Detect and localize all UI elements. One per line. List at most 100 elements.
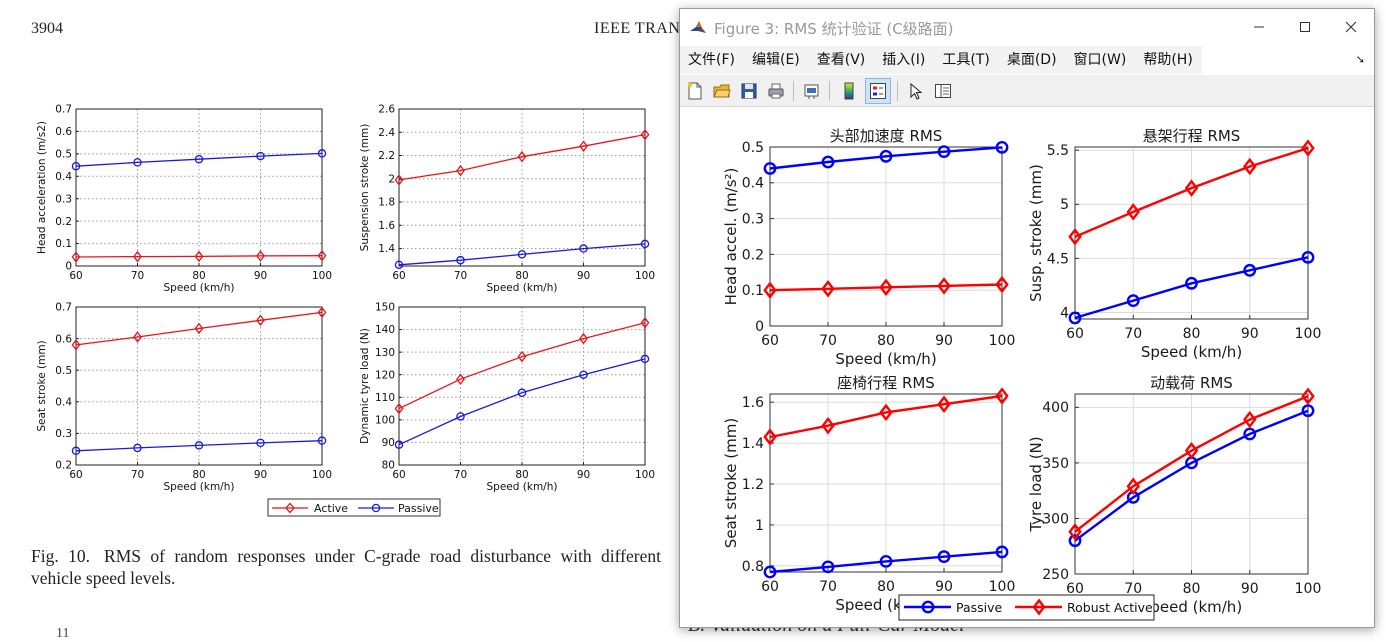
- legend-label-active: Robust Active: [1067, 600, 1153, 615]
- passive-data-point: [394, 260, 404, 270]
- open-folder-icon[interactable]: [710, 79, 734, 103]
- x-tick-label: 70: [454, 270, 467, 282]
- passive-data-point: [640, 239, 650, 249]
- passive-data-point: [879, 554, 893, 568]
- paper-axes: 60 70 80 90 100 0.2 0.3 0.4 0.5 0.6 0.7 Speed (km/h…: [36, 302, 332, 493]
- x-tick-label: 80: [515, 469, 528, 481]
- y-tick-label: 110: [375, 392, 395, 404]
- x-axis-label: Speed (km/h): [487, 481, 558, 493]
- new-figure-icon[interactable]: [683, 79, 707, 103]
- x-tick-label: 90: [1241, 326, 1259, 342]
- save-icon[interactable]: [737, 79, 761, 103]
- y-tick-label: 0.1: [55, 238, 72, 250]
- y-tick-label: 0.2: [742, 247, 764, 263]
- y-tick-label: 5.5: [1047, 143, 1069, 159]
- x-tick-label: 100: [989, 579, 1016, 595]
- menu-tools[interactable]: 工具(T): [942, 52, 990, 68]
- passive-data-point: [995, 140, 1009, 154]
- active-data-point: [256, 314, 265, 327]
- passive-series-line: [75, 440, 323, 452]
- active-data-point: [317, 249, 327, 262]
- matlab-legend: Passive Robust Active: [898, 594, 1155, 621]
- passive-data-point: [133, 443, 142, 453]
- y-tick-label: 130: [375, 347, 395, 359]
- x-tick-label: 60: [392, 469, 405, 481]
- passive-data-point: [1301, 250, 1315, 264]
- menu-edit[interactable]: 编辑(E): [751, 52, 800, 68]
- paper-legend: Active Passive: [267, 498, 441, 517]
- paper-axes: 60 70 80 90 100 80 90 100 110 120 130 140 150 Speed (…: [359, 302, 655, 493]
- passive-data-point: [579, 244, 588, 253]
- active-series-line: [398, 322, 646, 410]
- x-tick-label: 100: [635, 469, 655, 481]
- x-tick-label: 100: [989, 333, 1016, 349]
- passive-data-point: [937, 550, 951, 564]
- x-axis-label: Speed (km/h): [487, 282, 558, 294]
- menu-overflow-arrow-icon[interactable]: ➘: [1355, 53, 1365, 66]
- menu-file[interactable]: 文件(F): [688, 52, 735, 68]
- menu-bar: 文件(F) 编辑(E) 查看(V) 插入(I) 工具(T) 桌面(D) 窗口(W…: [680, 45, 1374, 75]
- y-tick-label: 2.6: [378, 104, 395, 116]
- x-tick-label: 100: [1295, 326, 1322, 342]
- active-data-point: [1068, 523, 1082, 541]
- y-tick-label: 140: [375, 324, 395, 336]
- toolbar-separator: [897, 81, 898, 101]
- legend-icon[interactable]: [865, 78, 891, 104]
- x-tick-label: 60: [69, 270, 82, 282]
- x-tick-label: 70: [819, 579, 837, 595]
- figure-background: [680, 107, 1374, 627]
- passive-data-point: [394, 440, 404, 449]
- active-series-line: [1074, 395, 1309, 533]
- y-tick-label: 0.1: [742, 283, 764, 299]
- print-icon[interactable]: [764, 79, 788, 103]
- paper-footnote-number: 11: [56, 626, 70, 641]
- passive-data-point: [71, 446, 81, 456]
- x-tick-label: 60: [761, 579, 779, 595]
- passive-data-point: [133, 158, 142, 167]
- menu-window[interactable]: 窗口(W): [1073, 52, 1127, 68]
- y-axis-label: Head acceleration (m/s2): [36, 121, 48, 254]
- menu-help[interactable]: 帮助(H): [1143, 52, 1193, 68]
- active-data-point: [1301, 387, 1315, 405]
- menu-desktop[interactable]: 桌面(D): [1006, 52, 1057, 68]
- passive-data-point: [194, 154, 204, 164]
- active-data-point: [71, 339, 81, 351]
- passive-data-point: [937, 145, 951, 159]
- y-tick-label: 1.4: [378, 243, 395, 255]
- menu-insert[interactable]: 插入(I): [882, 52, 926, 68]
- maximize-button[interactable]: [1282, 9, 1328, 45]
- x-tick-label: 90: [577, 270, 590, 282]
- figure-canvas[interactable]: 60 70 80 90 100 0 0.1 0.2 0.3 0.4 0.5 Speed (km/h) H…: [680, 107, 1374, 627]
- menu-view[interactable]: 查看(V): [816, 52, 866, 68]
- active-series-line: [75, 311, 323, 346]
- colorbar-icon[interactable]: [837, 79, 861, 103]
- close-icon: [1345, 21, 1357, 33]
- y-axis-label: Tyre load (N): [1027, 436, 1045, 532]
- minimize-button[interactable]: [1236, 9, 1282, 45]
- journal-header: IEEE TRAN: [594, 20, 681, 37]
- passive-data-point: [517, 388, 527, 398]
- close-button[interactable]: [1328, 9, 1374, 45]
- title-bar[interactable]: Figure 3: RMS 统计验证 (C级路面): [680, 9, 1374, 45]
- x-axis-label: Speed (km/h): [164, 282, 235, 294]
- y-tick-label: 2: [388, 173, 395, 185]
- link-plot-icon[interactable]: [800, 79, 824, 103]
- paper-figure: 60 70 80 90 100 0 0.1 0.2 0.3 0.4 0.5 0.6 0.7 Speed (…: [36, 104, 655, 517]
- passive-data-point: [763, 565, 777, 579]
- paper-axes: 60 70 80 90 100 1.4 1.6 1.8 2 2.2 2.4 2.6 Speed (km/…: [359, 104, 655, 294]
- passive-data-point: [317, 436, 327, 445]
- pointer-icon[interactable]: [904, 79, 928, 103]
- x-tick-label: 100: [1295, 581, 1322, 597]
- matlab-figure-window[interactable]: Figure 3: RMS 统计验证 (C级路面) 文件(F) 编辑(E) 查看…: [679, 8, 1375, 628]
- y-tick-label: 100: [375, 415, 395, 427]
- legend-label-passive: Passive: [398, 502, 439, 515]
- active-data-point: [995, 275, 1009, 294]
- passive-data-point: [456, 412, 465, 421]
- y-tick-label: 1.2: [742, 477, 764, 493]
- active-data-point: [1243, 410, 1257, 429]
- active-data-point: [640, 317, 650, 329]
- matlab-axes: 60 70 80 90 100 4 4.5 5 5.5 Speed (km/h) Susp. str…: [1027, 127, 1321, 361]
- y-axis-label: Susp. stroke (mm): [1027, 164, 1045, 302]
- property-editor-icon[interactable]: [931, 79, 955, 103]
- active-data-point: [1126, 203, 1140, 221]
